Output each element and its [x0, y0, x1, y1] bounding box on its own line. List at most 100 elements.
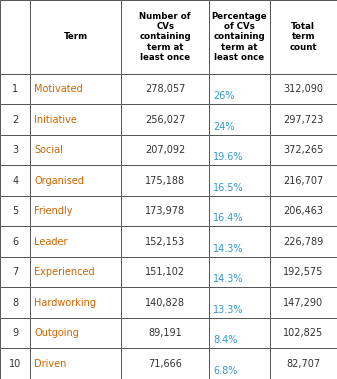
- Bar: [30, 135, 121, 166]
- Text: Term: Term: [64, 33, 88, 41]
- Bar: [30, 166, 121, 196]
- Text: 8.4%: 8.4%: [213, 335, 237, 345]
- Text: Leader: Leader: [34, 237, 68, 247]
- Text: 256,027: 256,027: [145, 115, 185, 125]
- Text: 6: 6: [12, 237, 18, 247]
- Bar: [209, 166, 270, 196]
- Text: 216,707: 216,707: [283, 176, 324, 186]
- Bar: [0, 0, 30, 74]
- Text: 24%: 24%: [213, 122, 235, 132]
- Text: 26%: 26%: [213, 91, 235, 101]
- Text: 14.3%: 14.3%: [213, 274, 244, 284]
- Bar: [270, 135, 337, 166]
- Text: 140,828: 140,828: [145, 298, 185, 308]
- Text: Outgoing: Outgoing: [34, 328, 79, 338]
- Text: 297,723: 297,723: [283, 115, 324, 125]
- Text: Hardworking: Hardworking: [34, 298, 96, 308]
- Text: Organised: Organised: [34, 176, 84, 186]
- Bar: [0, 135, 30, 166]
- Bar: [121, 135, 209, 166]
- Bar: [121, 257, 209, 288]
- Text: 19.6%: 19.6%: [213, 152, 244, 162]
- Text: Driven: Driven: [34, 359, 67, 369]
- Text: 16.5%: 16.5%: [213, 183, 244, 193]
- Bar: [209, 74, 270, 105]
- Bar: [30, 288, 121, 318]
- Text: 312,090: 312,090: [283, 84, 323, 94]
- Bar: [121, 0, 209, 74]
- Text: Number of
CVs
containing
term at
least once: Number of CVs containing term at least o…: [139, 12, 191, 62]
- Bar: [0, 318, 30, 349]
- Text: 5: 5: [12, 206, 18, 216]
- Text: 147,290: 147,290: [283, 298, 324, 308]
- Bar: [30, 0, 121, 74]
- Text: Social: Social: [34, 145, 63, 155]
- Bar: [270, 349, 337, 379]
- Text: Motivated: Motivated: [34, 84, 83, 94]
- Bar: [209, 227, 270, 257]
- Bar: [209, 318, 270, 349]
- Bar: [121, 196, 209, 227]
- Bar: [0, 105, 30, 135]
- Bar: [209, 349, 270, 379]
- Bar: [270, 227, 337, 257]
- Bar: [30, 196, 121, 227]
- Text: Total
term
count: Total term count: [289, 22, 317, 52]
- Bar: [209, 135, 270, 166]
- Bar: [121, 318, 209, 349]
- Bar: [270, 257, 337, 288]
- Bar: [30, 74, 121, 105]
- Bar: [121, 105, 209, 135]
- Text: 13.3%: 13.3%: [213, 305, 244, 315]
- Bar: [209, 288, 270, 318]
- Text: 6.8%: 6.8%: [213, 366, 237, 376]
- Text: 192,575: 192,575: [283, 267, 324, 277]
- Bar: [121, 74, 209, 105]
- Bar: [0, 288, 30, 318]
- Text: 206,463: 206,463: [283, 206, 323, 216]
- Bar: [0, 74, 30, 105]
- Text: 89,191: 89,191: [148, 328, 182, 338]
- Text: 8: 8: [12, 298, 18, 308]
- Text: Percentage
of CVs
containing
term at
least once: Percentage of CVs containing term at lea…: [211, 12, 267, 62]
- Bar: [209, 196, 270, 227]
- Bar: [270, 166, 337, 196]
- Bar: [270, 196, 337, 227]
- Bar: [30, 105, 121, 135]
- Text: 1: 1: [12, 84, 18, 94]
- Text: 4: 4: [12, 176, 18, 186]
- Text: 3: 3: [12, 145, 18, 155]
- Bar: [0, 166, 30, 196]
- Text: 207,092: 207,092: [145, 145, 185, 155]
- Bar: [209, 257, 270, 288]
- Bar: [0, 257, 30, 288]
- Text: 9: 9: [12, 328, 18, 338]
- Text: Friendly: Friendly: [34, 206, 73, 216]
- Bar: [121, 227, 209, 257]
- Bar: [121, 166, 209, 196]
- Bar: [121, 288, 209, 318]
- Bar: [121, 349, 209, 379]
- Text: 278,057: 278,057: [145, 84, 185, 94]
- Bar: [0, 196, 30, 227]
- Text: 82,707: 82,707: [286, 359, 320, 369]
- Text: 151,102: 151,102: [145, 267, 185, 277]
- Text: 152,153: 152,153: [145, 237, 185, 247]
- Bar: [270, 74, 337, 105]
- Bar: [30, 257, 121, 288]
- Text: 71,666: 71,666: [148, 359, 182, 369]
- Bar: [209, 105, 270, 135]
- Text: Initiative: Initiative: [34, 115, 77, 125]
- Text: 102,825: 102,825: [283, 328, 324, 338]
- Bar: [270, 105, 337, 135]
- Bar: [0, 227, 30, 257]
- Bar: [30, 349, 121, 379]
- Text: 226,789: 226,789: [283, 237, 324, 247]
- Bar: [0, 349, 30, 379]
- Text: 2: 2: [12, 115, 18, 125]
- Text: 173,978: 173,978: [145, 206, 185, 216]
- Bar: [209, 0, 270, 74]
- Text: 10: 10: [9, 359, 21, 369]
- Bar: [270, 318, 337, 349]
- Text: Experienced: Experienced: [34, 267, 95, 277]
